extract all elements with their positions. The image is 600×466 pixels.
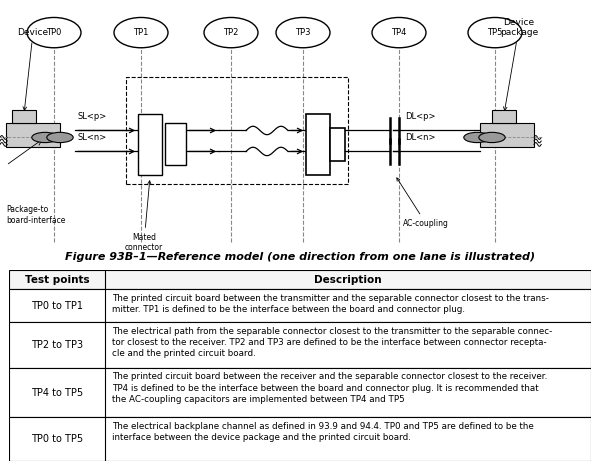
- Bar: [126, 77, 348, 184]
- Text: TP3: TP3: [295, 28, 311, 37]
- Text: AC-coupling: AC-coupling: [397, 178, 449, 228]
- Text: TP0: TP0: [46, 28, 62, 37]
- Ellipse shape: [27, 18, 81, 48]
- Text: Device: Device: [17, 28, 49, 110]
- Bar: [492, 110, 516, 123]
- Circle shape: [464, 132, 490, 143]
- Ellipse shape: [468, 18, 522, 48]
- Bar: [138, 114, 162, 175]
- Text: Test points: Test points: [25, 275, 89, 285]
- Bar: [6, 123, 60, 147]
- Bar: [9, 270, 591, 289]
- Ellipse shape: [204, 18, 258, 48]
- Text: The electrical backplane channel as defined in 93.9 and 94.4. TP0 and TP5 are de: The electrical backplane channel as defi…: [112, 422, 534, 442]
- Text: SL<p>: SL<p>: [78, 112, 107, 121]
- Bar: [310, 116, 330, 173]
- Circle shape: [47, 132, 73, 143]
- Ellipse shape: [114, 18, 168, 48]
- Text: TP4 to TP5: TP4 to TP5: [31, 388, 83, 397]
- Text: TP5: TP5: [487, 28, 503, 37]
- Bar: [9, 289, 591, 322]
- Circle shape: [479, 132, 505, 143]
- Text: TP2 to TP3: TP2 to TP3: [31, 340, 83, 350]
- Bar: [143, 116, 162, 173]
- Ellipse shape: [276, 18, 330, 48]
- Bar: [330, 128, 345, 161]
- Text: Mated
connector: Mated connector: [125, 181, 163, 253]
- Text: Package-to
board-interface: Package-to board-interface: [6, 205, 65, 225]
- Text: The printed circuit board between the transmitter and the separable connector cl: The printed circuit board between the tr…: [112, 294, 549, 314]
- Text: DL<n>: DL<n>: [405, 133, 436, 142]
- Bar: [9, 418, 591, 461]
- Ellipse shape: [372, 18, 426, 48]
- Text: TP0 to TP5: TP0 to TP5: [31, 434, 83, 445]
- Bar: [165, 123, 186, 165]
- Circle shape: [32, 132, 58, 143]
- Text: TP4: TP4: [391, 28, 407, 37]
- Text: The electrical path from the separable connector closest to the transmitter to t: The electrical path from the separable c…: [112, 327, 552, 358]
- Text: The printed circuit board between the receiver and the separable connector close: The printed circuit board between the re…: [112, 372, 547, 404]
- Text: Description: Description: [314, 275, 382, 285]
- Text: Device
package: Device package: [500, 18, 538, 110]
- Bar: [9, 368, 591, 418]
- Bar: [480, 123, 534, 147]
- Text: TP2: TP2: [223, 28, 239, 37]
- Text: SL<n>: SL<n>: [78, 133, 107, 142]
- Text: TP0 to TP1: TP0 to TP1: [31, 301, 83, 311]
- Bar: [9, 322, 591, 368]
- Bar: [12, 110, 36, 123]
- Bar: [306, 114, 330, 175]
- Text: TP1: TP1: [133, 28, 149, 37]
- Text: DL<p>: DL<p>: [405, 112, 436, 121]
- Text: Figure 93B–1—Reference model (one direction from one lane is illustrated): Figure 93B–1—Reference model (one direct…: [65, 253, 535, 262]
